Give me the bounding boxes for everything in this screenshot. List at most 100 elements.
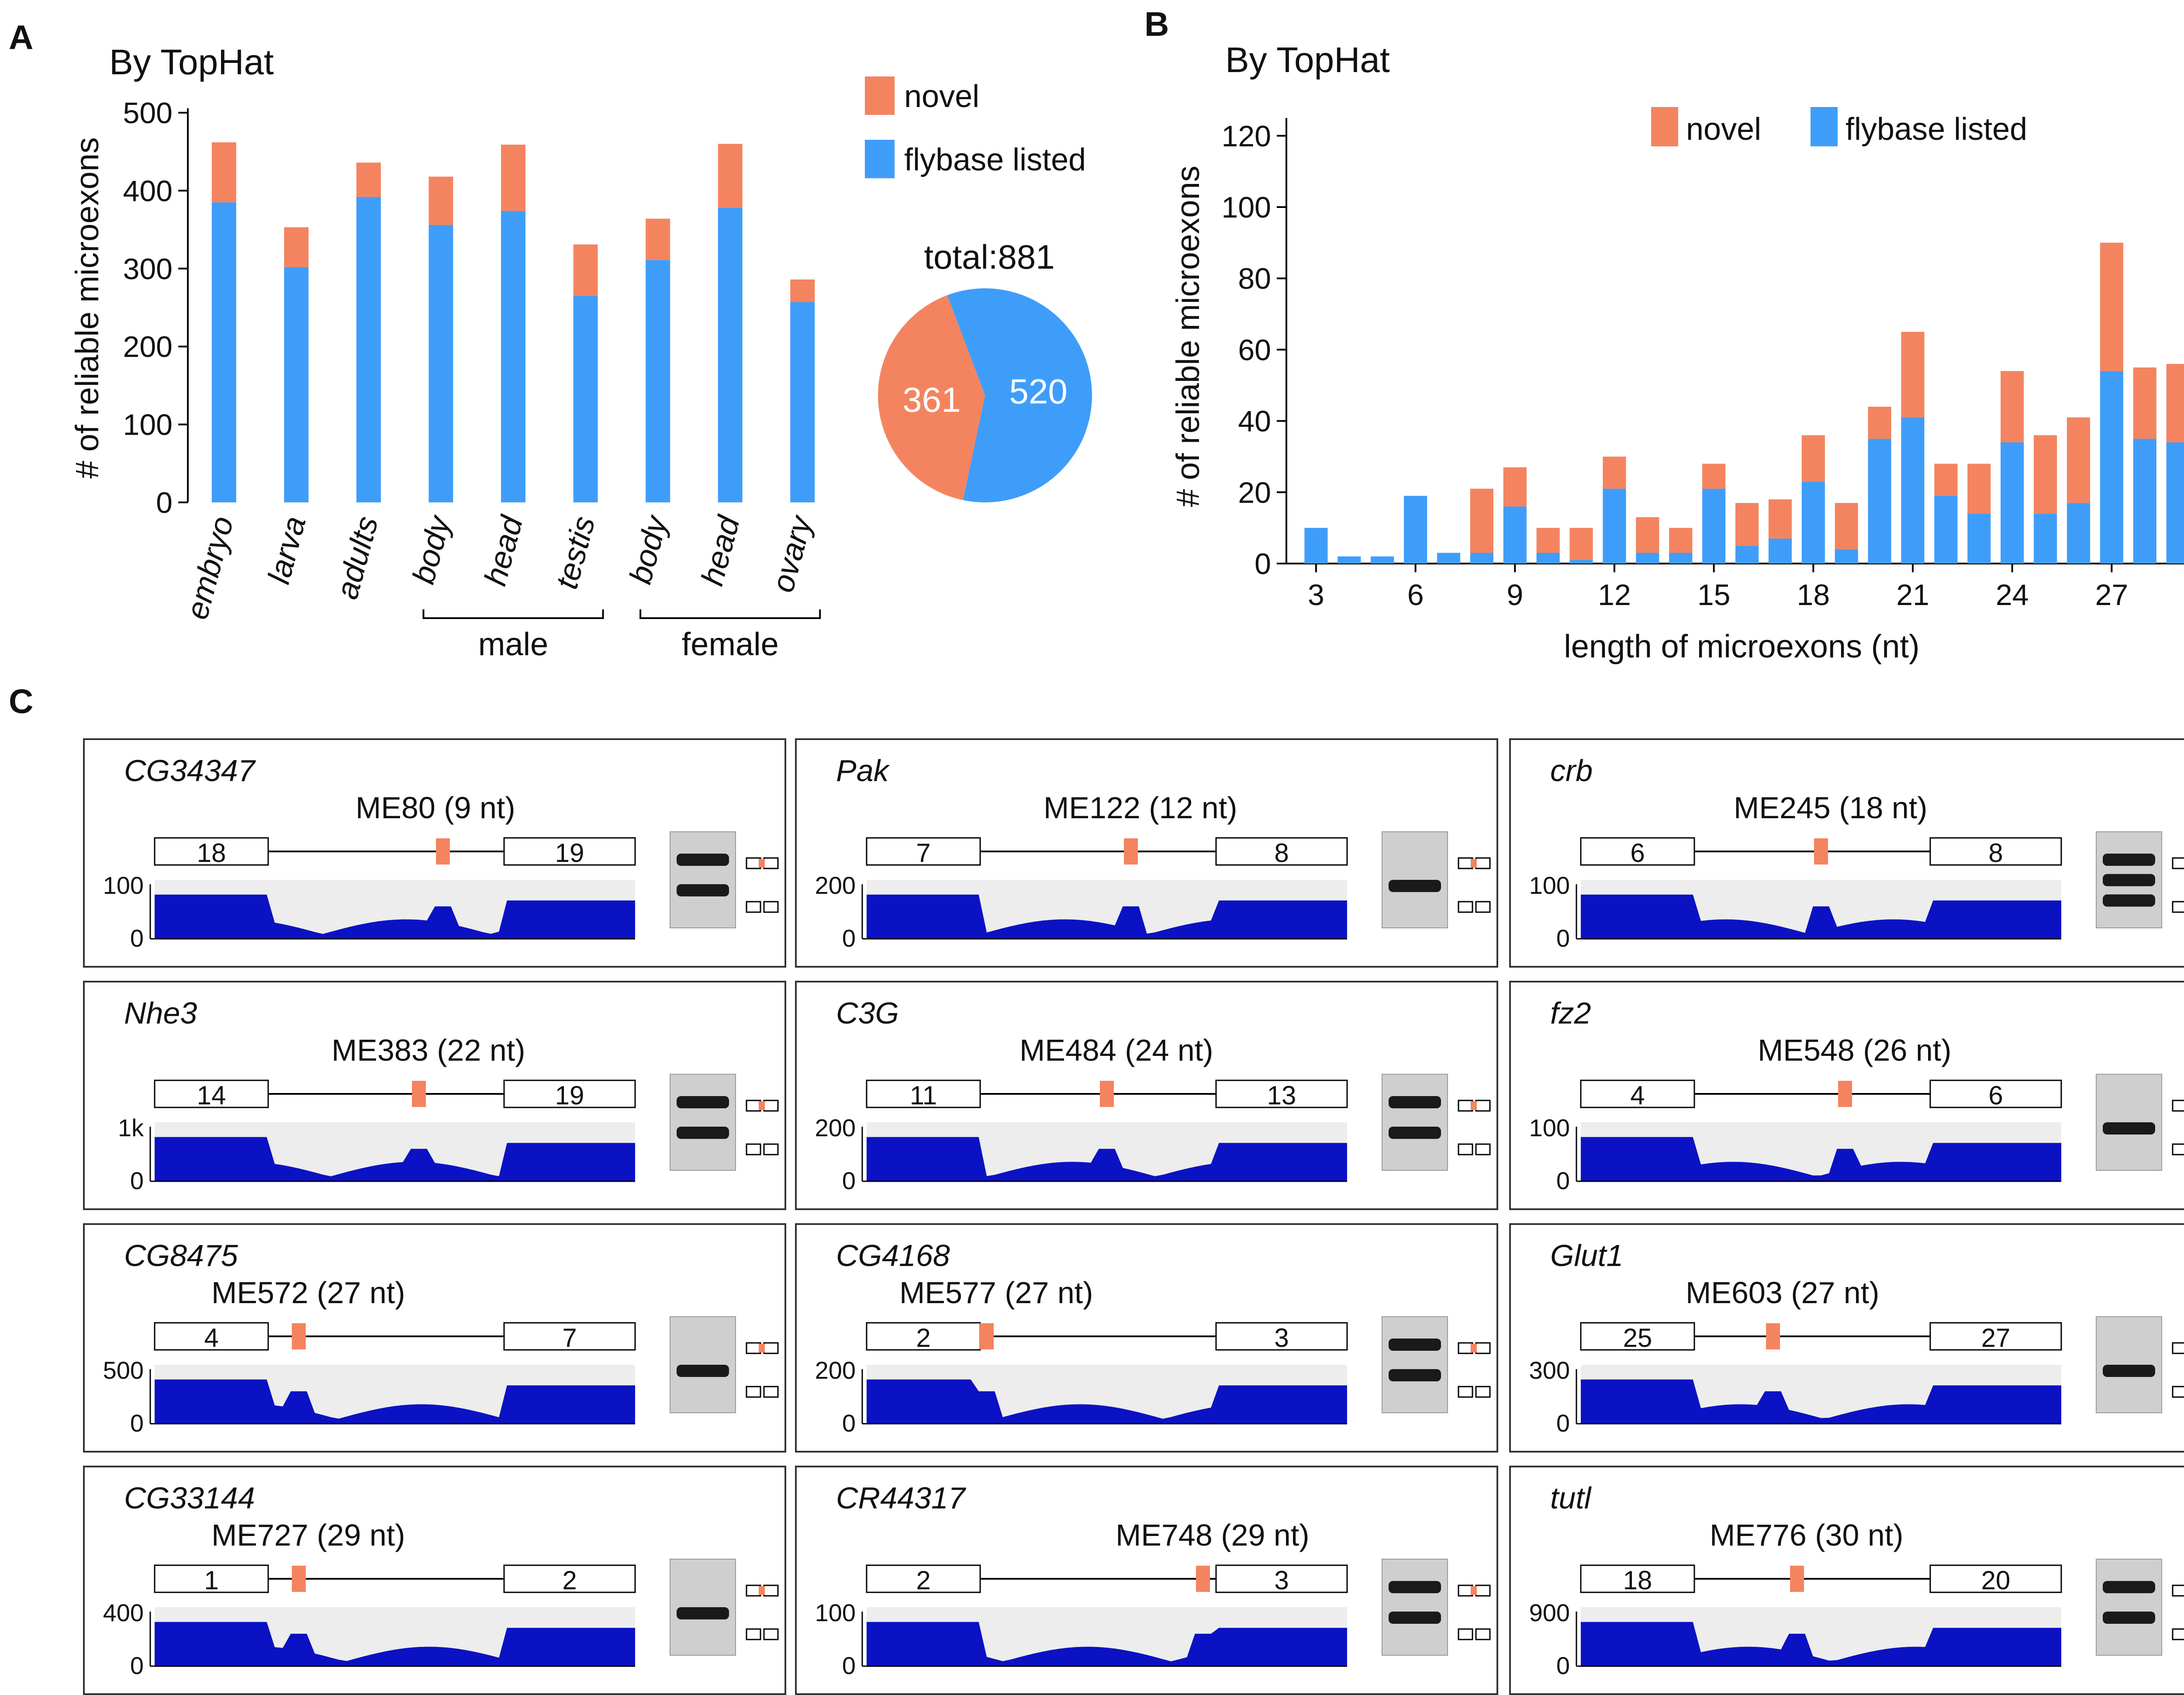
chart-a-bar-flybase	[718, 208, 743, 502]
chart-a-ytick-label: 300	[123, 253, 173, 286]
chart-a-group-label: male	[478, 626, 548, 662]
gene-structure-and-coverage: 7 8 200 0	[815, 831, 1491, 952]
chart-b-ytick-label: 120	[1222, 120, 1271, 153]
chart-b-legend-swatch-novel	[1651, 107, 1678, 146]
gene-name: fz2	[1550, 996, 1591, 1030]
chart-a-bar-novel	[573, 244, 598, 296]
coverage-ymax-label: 300	[1529, 1356, 1570, 1384]
microexon	[1838, 1081, 1852, 1107]
isoform-exon-box	[1475, 1628, 1491, 1640]
chart-a-ytick-label: 200	[123, 330, 173, 363]
coverage-zero-label: 0	[1556, 1652, 1570, 1679]
chart-a-group-bracket	[422, 609, 604, 619]
isoform-exon-box	[746, 1100, 761, 1112]
downstream-exon	[1215, 837, 1348, 866]
gel-band	[1389, 1369, 1441, 1381]
pie-value-label: 520	[1009, 372, 1067, 411]
upstream-exon-number: 25	[1623, 1323, 1652, 1353]
downstream-exon-number: 3	[1274, 1323, 1289, 1353]
chart-a-bar-novel	[501, 145, 525, 211]
downstream-exon	[1929, 1079, 2062, 1108]
chart-a-category-label: ovary	[765, 511, 819, 596]
chart-b-bar-novel	[1868, 406, 1891, 439]
gene-track-card: tutl 18 20 900 0 ME776 (30 nt)	[1509, 1466, 2184, 1695]
gel-band	[1389, 1581, 1441, 1593]
gene-track-card: C3G 11 13 200 0 ME484 (24 nt)	[795, 981, 1498, 1210]
coverage-track	[867, 894, 1347, 939]
chart-a-bar-flybase	[790, 302, 815, 502]
isoform-exon-box	[746, 901, 761, 913]
chart-a-category-label: adults	[329, 512, 385, 602]
isoform-exon-box	[763, 1143, 779, 1155]
gene-structure-and-coverage: 25 27 300 0	[1529, 1316, 2184, 1437]
chart-a-category-label: head	[695, 512, 746, 589]
isoform-exon-box	[763, 901, 779, 913]
chart-b-ytick-label: 0	[1254, 547, 1271, 581]
downstream-exon	[503, 1322, 636, 1351]
chart-b-bar-flybase	[1934, 495, 1958, 564]
downstream-exon-number: 2	[562, 1566, 577, 1595]
upstream-exon	[866, 837, 981, 866]
pie-value-label: 361	[902, 380, 961, 419]
chart-b-xtick-label: 3	[1308, 578, 1324, 612]
chart-a-category-label: head	[478, 512, 530, 589]
chart-b-bar-flybase	[2133, 439, 2156, 564]
coverage-track	[1581, 894, 2061, 939]
chart-b-bar-flybase	[1636, 553, 1659, 564]
microexon	[1100, 1081, 1114, 1107]
upstream-exon-number: 14	[197, 1081, 226, 1110]
coverage-zero-label: 0	[1556, 1409, 1570, 1437]
isoform-exon-box	[763, 857, 779, 869]
downstream-exon	[1929, 837, 2062, 866]
downstream-exon-number: 7	[562, 1323, 577, 1353]
chart-b-bar-novel	[1801, 435, 1825, 482]
chart-a-category-label: body	[406, 511, 458, 588]
microexon-label: ME383 (22 nt)	[332, 1033, 525, 1067]
downstream-exon	[1929, 1322, 2062, 1351]
microexon	[1814, 838, 1828, 865]
chart-b-bar-flybase	[1404, 495, 1427, 564]
coverage-ymax-label: 100	[103, 872, 144, 899]
gel-band	[1389, 1339, 1441, 1351]
chart-b-bar-flybase	[2166, 442, 2184, 564]
coverage-zero-label: 0	[842, 924, 856, 952]
isoform-exon-box	[1458, 1628, 1473, 1640]
gene-name: CG33144	[124, 1481, 255, 1515]
gene-track-card: Glut1 25 27 300 0 ME603 (27 nt)	[1509, 1223, 2184, 1453]
chart-b-bar-novel	[2067, 417, 2091, 503]
microexon-label: ME484 (24 nt)	[1019, 1033, 1213, 1067]
microexon-label: ME577 (27 nt)	[899, 1276, 1093, 1310]
isoform-exon-box	[746, 1143, 761, 1155]
isoform-exon-box	[1458, 1143, 1473, 1155]
gene-name: crb	[1550, 754, 1593, 788]
gene-structure-and-coverage: 11 13 200 0	[815, 1074, 1491, 1194]
chart-b-legend-label-novel: novel	[1686, 112, 1761, 147]
chart-b-bar-flybase	[1702, 488, 1726, 564]
microexon	[292, 1323, 306, 1349]
upstream-exon	[1580, 1564, 1695, 1593]
isoform-exon-box	[2172, 1628, 2184, 1640]
microexon	[1124, 838, 1138, 865]
microexon	[1790, 1566, 1804, 1592]
microexon-label: ME748 (29 nt)	[1116, 1518, 1310, 1552]
microexon	[436, 838, 450, 865]
chart-a-ytick-label: 400	[123, 174, 173, 208]
chart-b-bar-flybase	[1304, 528, 1328, 564]
upstream-exon-number: 7	[916, 838, 930, 868]
chart-a-bar-flybase	[211, 202, 236, 502]
upstream-exon-number: 4	[1630, 1081, 1645, 1110]
microexon-label: ME245 (18 nt)	[1734, 791, 1928, 825]
isoform-exon-box	[1475, 901, 1491, 913]
upstream-exon	[1580, 1322, 1695, 1351]
gel-band	[677, 1127, 729, 1139]
chart-b-bar-novel	[1669, 528, 1693, 553]
downstream-exon	[1215, 1564, 1348, 1593]
chart-b-bar-novel	[2034, 435, 2057, 514]
upstream-exon	[154, 1564, 269, 1593]
chart-b-ytick-label: 40	[1238, 405, 1271, 438]
chart-a-bar-flybase	[501, 211, 525, 502]
chart-b-bar-flybase	[1868, 439, 1891, 564]
chart-b-bar-novel	[1735, 503, 1759, 546]
coverage-ymax-label: 100	[1529, 1114, 1570, 1142]
upstream-exon-number: 2	[916, 1323, 930, 1353]
